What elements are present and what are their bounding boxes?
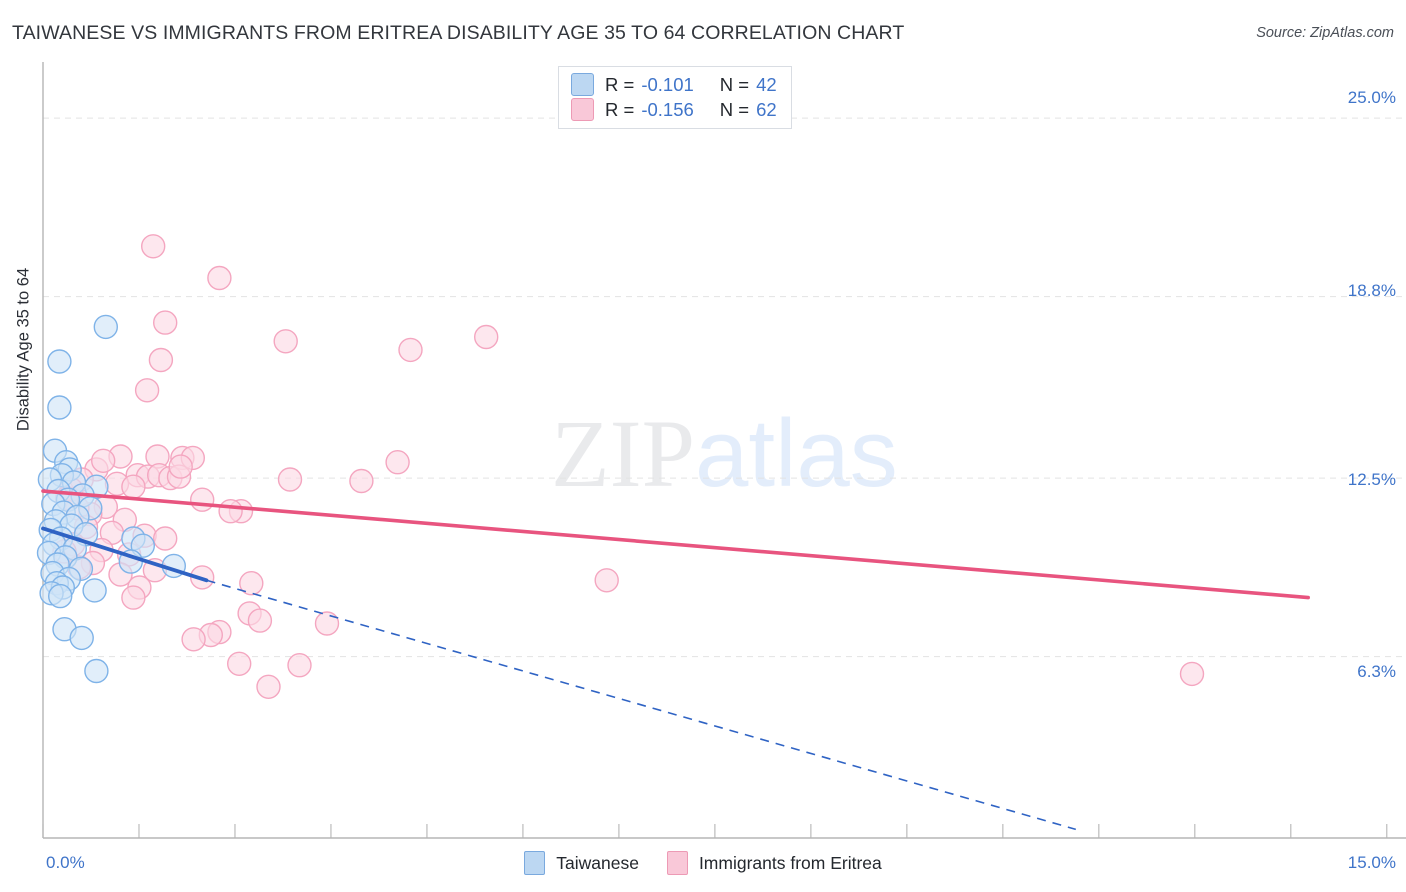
- data-point: [82, 578, 107, 603]
- y-axis-tick-label: 12.5%: [1347, 470, 1396, 489]
- page-title: TAIWANESE VS IMMIGRANTS FROM ERITREA DIS…: [12, 22, 905, 44]
- data-point: [134, 378, 160, 403]
- legend-swatch-taiwanese: [524, 851, 546, 875]
- stats-row-eritrea: R = -0.156 N = 62: [571, 98, 777, 121]
- data-point: [1179, 661, 1205, 687]
- data-point: [48, 583, 73, 609]
- data-point: [349, 468, 374, 494]
- n-value-eritrea: 62: [756, 98, 777, 120]
- y-axis-tick-label: 6.3%: [1357, 662, 1396, 681]
- data-point: [152, 526, 178, 551]
- data-point: [239, 571, 264, 596]
- data-point: [277, 467, 303, 492]
- legend-swatch-eritrea: [666, 851, 688, 875]
- legend-item-eritrea[interactable]: Immigrants from Eritrea: [666, 851, 882, 875]
- trendline-taiwanese-solid: [41, 526, 209, 583]
- data-point: [189, 487, 215, 512]
- r-value-eritrea: -0.156: [641, 98, 694, 120]
- data-point: [140, 234, 166, 259]
- data-point: [47, 395, 72, 420]
- data-point: [90, 448, 116, 473]
- data-point: [314, 611, 340, 636]
- r-value-taiwanese: -0.101: [641, 73, 694, 95]
- data-point: [152, 310, 178, 335]
- y-axis-tick-label: 18.8%: [1347, 281, 1396, 300]
- n-value-taiwanese: 42: [756, 73, 777, 95]
- data-point: [594, 568, 619, 593]
- legend-item-taiwanese[interactable]: Taiwanese: [524, 851, 639, 875]
- legend-swatch-eritrea: [571, 98, 594, 121]
- source-label: Source: ZipAtlas.com: [1256, 25, 1394, 41]
- data-point: [474, 324, 499, 350]
- data-point: [287, 653, 312, 678]
- data-point: [69, 625, 94, 651]
- x-axis-min-label: 0.0%: [46, 853, 85, 872]
- trendline-eritrea: [41, 489, 1310, 600]
- data-point: [218, 499, 243, 524]
- y-axis-tick-label: 25.0%: [1347, 88, 1396, 107]
- n-label: N =: [719, 98, 750, 120]
- data-point: [47, 349, 72, 374]
- data-point: [148, 347, 174, 373]
- r-label: R =: [605, 98, 635, 120]
- data-point: [121, 585, 146, 610]
- data-point: [256, 674, 281, 699]
- n-label: N =: [719, 73, 750, 95]
- data-point: [181, 627, 206, 652]
- series-points-eritrea: [52, 234, 1205, 699]
- x-axis-max-label: 15.0%: [1347, 853, 1396, 872]
- r-label: R =: [605, 73, 635, 95]
- data-point: [168, 454, 193, 479]
- legend-label-eritrea: Immigrants from Eritrea: [698, 852, 882, 873]
- data-point: [226, 651, 252, 676]
- trendline-taiwanese-dashed: [206, 579, 1077, 831]
- data-point: [398, 337, 423, 363]
- data-point: [84, 658, 109, 684]
- stats-row-taiwanese: R = -0.101 N = 42: [571, 73, 777, 96]
- data-point: [121, 474, 146, 499]
- series-points-taiwanese: [36, 314, 187, 684]
- data-point: [93, 314, 119, 340]
- data-point: [207, 265, 232, 291]
- data-point: [385, 450, 410, 475]
- legend-label-taiwanese: Taiwanese: [556, 852, 639, 873]
- data-point: [247, 608, 273, 633]
- correlation-stats-legend: R = -0.101 N = 42 R = -0.156 N = 62: [558, 66, 792, 129]
- legend-swatch-taiwanese: [571, 73, 594, 96]
- series-legend: Taiwanese Immigrants from Eritrea: [0, 851, 1406, 875]
- data-point: [273, 329, 298, 354]
